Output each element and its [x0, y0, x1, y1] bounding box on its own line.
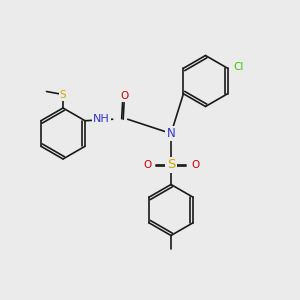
Text: O: O	[143, 160, 151, 170]
Text: S: S	[60, 89, 66, 100]
Text: O: O	[120, 91, 128, 101]
Text: Cl: Cl	[233, 62, 243, 72]
Text: O: O	[191, 160, 199, 170]
Text: NH: NH	[93, 114, 110, 124]
Text: N: N	[167, 127, 176, 140]
Text: S: S	[167, 158, 175, 172]
